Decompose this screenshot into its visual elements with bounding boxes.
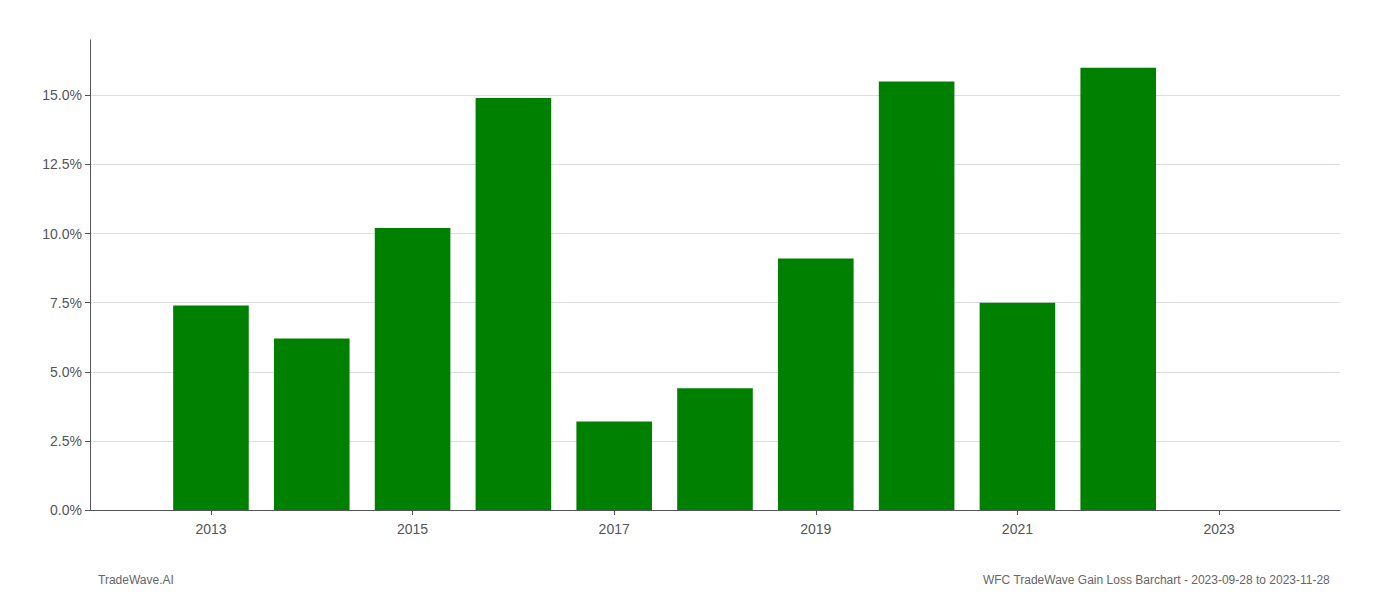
svg-text:2015: 2015 xyxy=(397,521,428,537)
svg-text:2019: 2019 xyxy=(800,521,831,537)
svg-text:WFC TradeWave Gain Loss Barcha: WFC TradeWave Gain Loss Barchart - 2023-… xyxy=(983,573,1330,587)
svg-text:0.0%: 0.0% xyxy=(50,502,82,518)
svg-text:5.0%: 5.0% xyxy=(50,364,82,380)
svg-text:2013: 2013 xyxy=(195,521,226,537)
svg-text:2017: 2017 xyxy=(599,521,630,537)
svg-text:12.5%: 12.5% xyxy=(42,156,82,172)
svg-text:10.0%: 10.0% xyxy=(42,226,82,242)
svg-text:2021: 2021 xyxy=(1002,521,1033,537)
svg-text:2023: 2023 xyxy=(1203,521,1234,537)
svg-text:TradeWave.AI: TradeWave.AI xyxy=(98,573,174,587)
svg-text:2.5%: 2.5% xyxy=(50,433,82,449)
svg-text:7.5%: 7.5% xyxy=(50,295,82,311)
svg-text:15.0%: 15.0% xyxy=(42,87,82,103)
